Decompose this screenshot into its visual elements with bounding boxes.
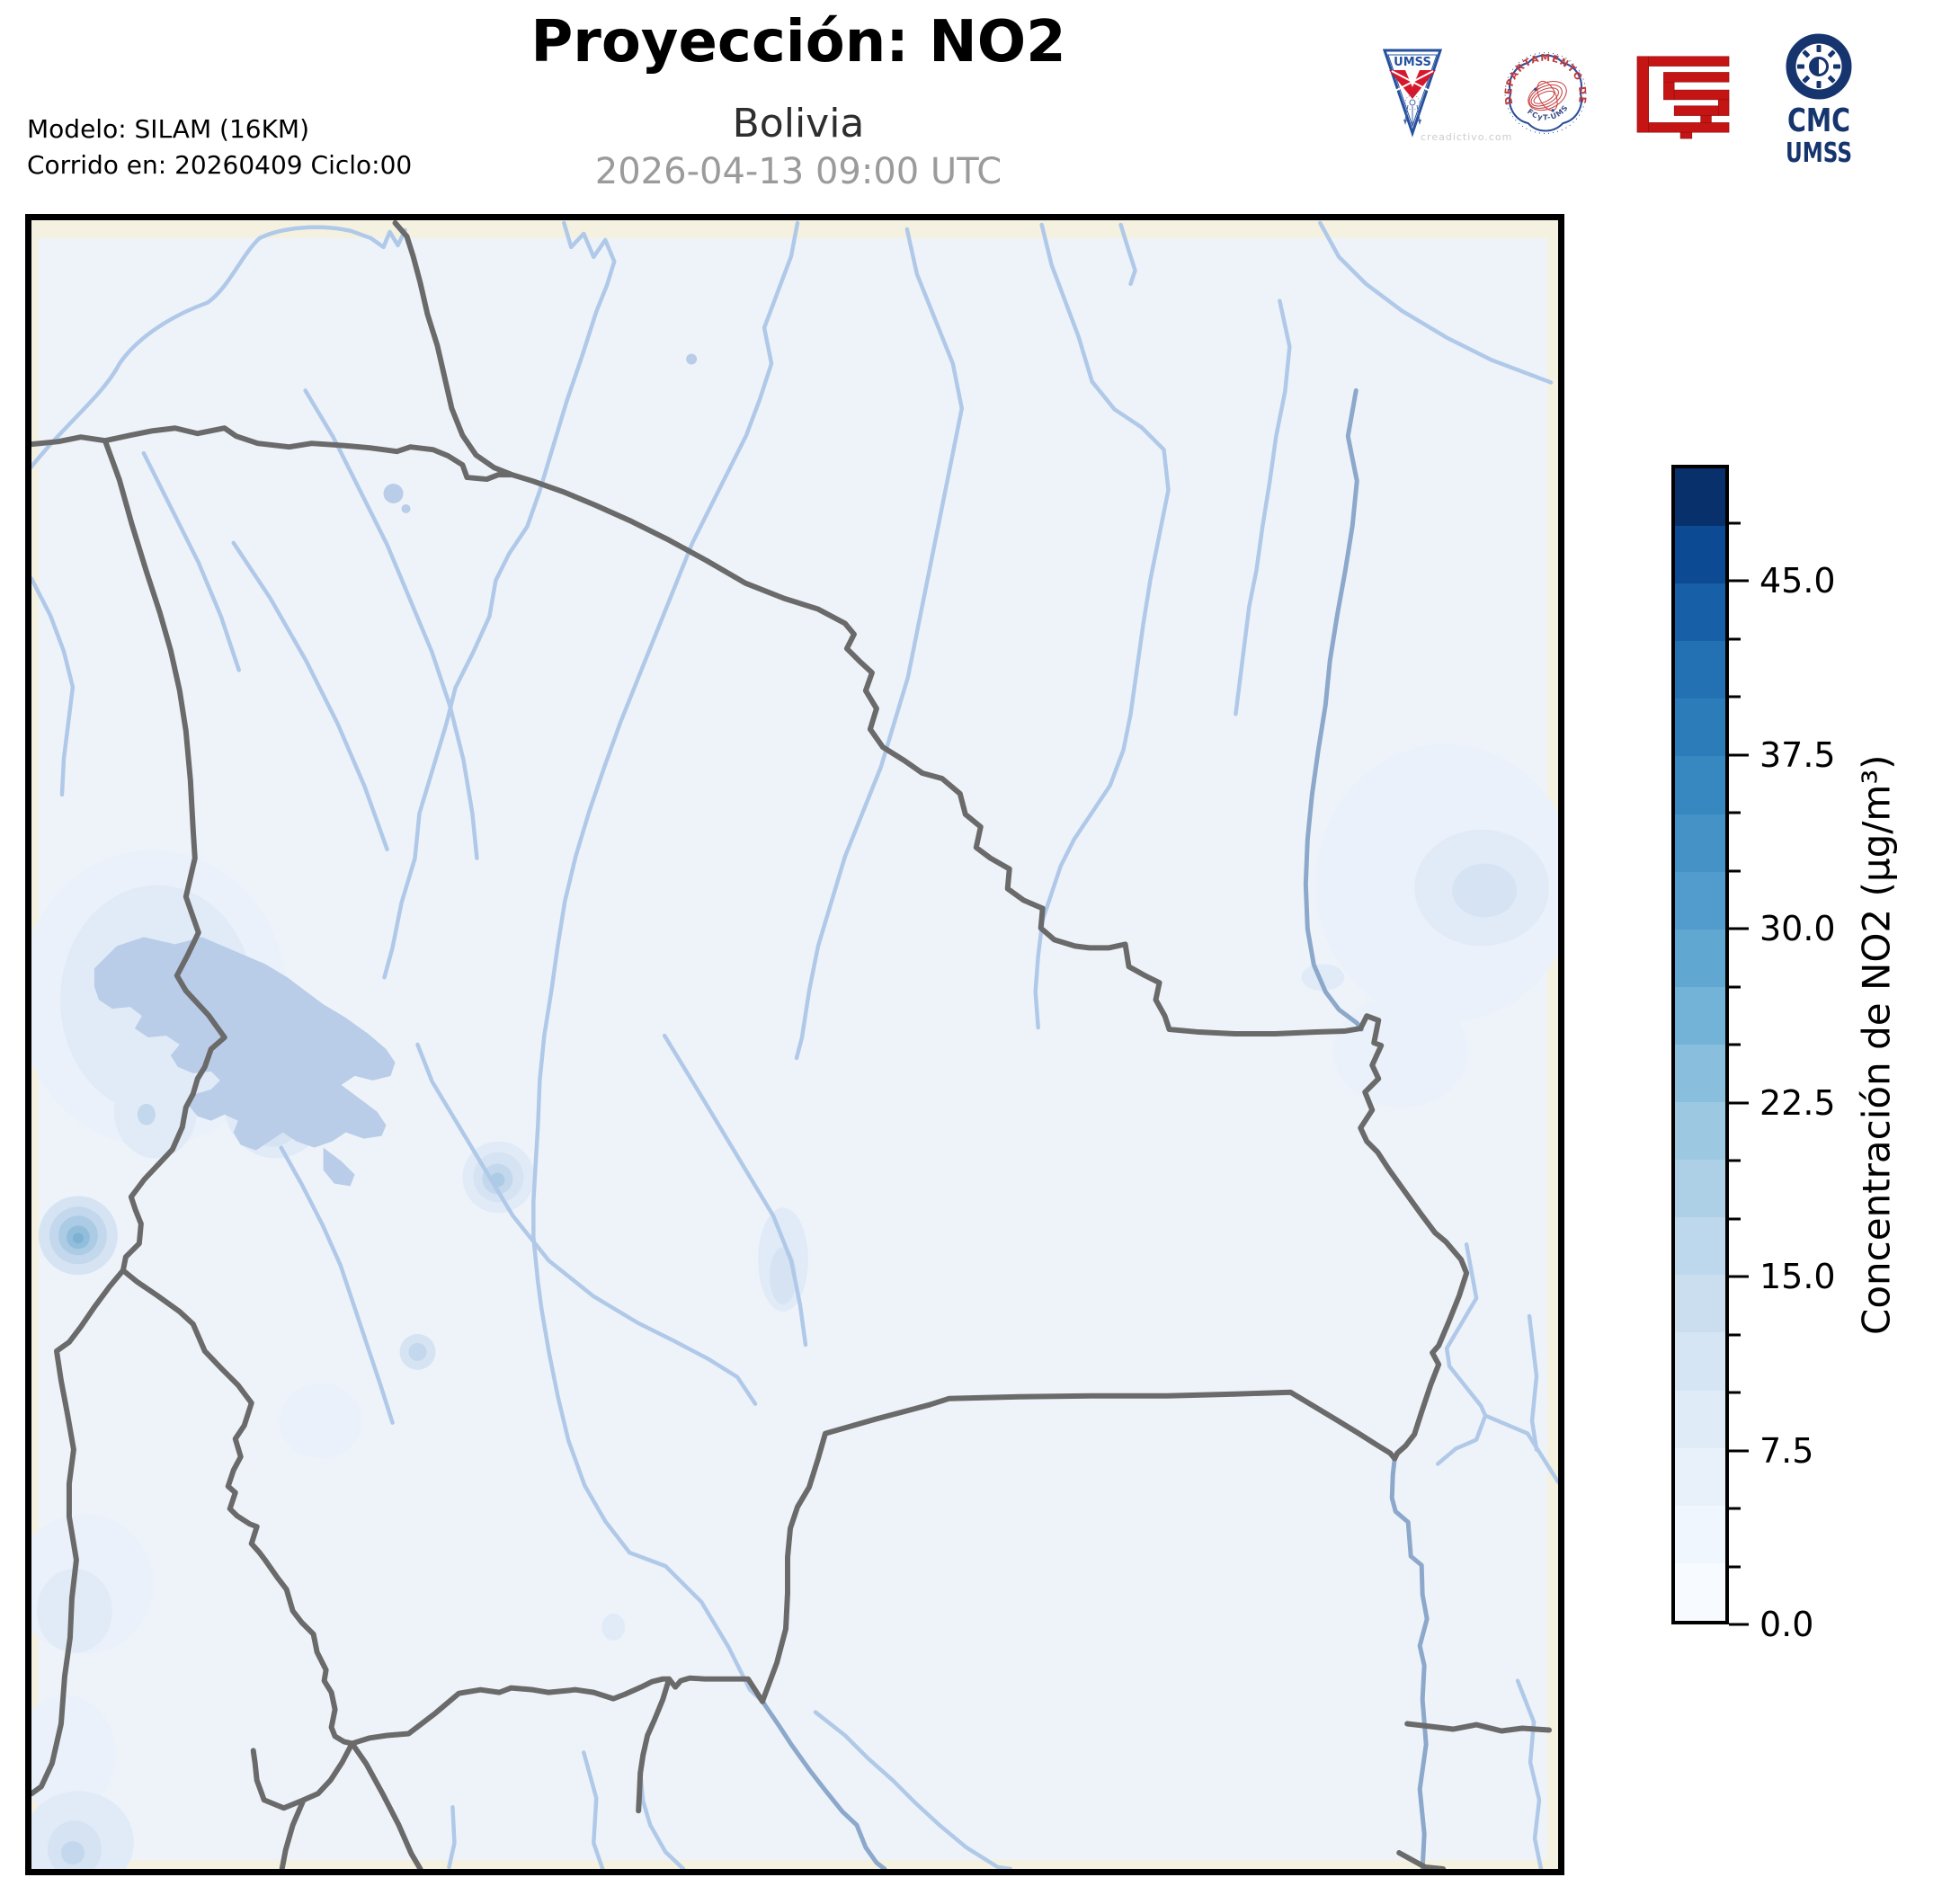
colorbar-segment [1675, 1505, 1725, 1563]
colorbar-segment [1675, 1390, 1725, 1448]
model-name: Modelo: SILAM (16KM) [27, 114, 310, 144]
colorbar-segment [1675, 871, 1725, 930]
colorbar [1671, 465, 1729, 1624]
bolivia-map-canvas [31, 220, 1558, 1869]
colorbar-axis-label: Concentración de NO2 (µg/m³) [1854, 754, 1899, 1335]
colorbar-major-tick [1729, 1275, 1749, 1278]
argentina-paraguay-border [636, 1676, 673, 1814]
fcyt-logo [1635, 49, 1732, 144]
argentina-border [349, 1675, 766, 1747]
colorbar-minor-tick [1729, 1217, 1741, 1220]
colorbar-segment [1675, 1044, 1725, 1103]
colorbar-segment [1675, 814, 1725, 872]
colorbar-major-tick [1729, 1449, 1749, 1452]
colorbar-segment [1675, 1447, 1725, 1506]
peru-chile-border [31, 438, 227, 1797]
umss-pennant-logo: UMSS [1381, 47, 1444, 176]
colorbar-minor-tick [1729, 985, 1741, 988]
fisica-seal-icon: DEPARTAMENTO DE FÍSICA FCyT-UMSS [1495, 34, 1588, 134]
colorbar-segment [1675, 526, 1725, 584]
model-info: Modelo: SILAM (16KM) Corrido en: 2026040… [27, 111, 412, 183]
colorbar-segment [1675, 583, 1725, 642]
colorbar-segment [1675, 1562, 1725, 1621]
model-run: Corrido en: 20260409 Ciclo:00 [27, 150, 413, 180]
colorbar-major-tick [1729, 753, 1749, 756]
colorbar-segment [1675, 698, 1725, 757]
colorbar-tick-label: 15.0 [1759, 1257, 1836, 1296]
colorbar-segment [1675, 641, 1725, 699]
colorbar-minor-tick [1729, 1391, 1741, 1394]
colorbar-minor-tick [1729, 695, 1741, 698]
colorbar-tick-label: 37.5 [1759, 734, 1836, 775]
colorbar-minor-tick [1729, 1159, 1741, 1162]
map-panel [25, 214, 1564, 1875]
peru-brazil-border [31, 425, 515, 483]
colorbar-minor-tick [1729, 811, 1741, 814]
fcyt-red-icon [1636, 56, 1730, 139]
colorbar-segment [1675, 1160, 1725, 1218]
lake-titicaca [94, 353, 698, 1187]
paraguay-brazil-border [1404, 1721, 1553, 1734]
colorbar-major-tick [1729, 579, 1749, 583]
colorbar-segment [1675, 756, 1725, 814]
colorbar-minor-tick [1729, 1333, 1741, 1336]
colorbar-minor-tick [1729, 1507, 1741, 1510]
colorbar-segment [1675, 1332, 1725, 1391]
colorbar-tick-label: 22.5 [1759, 1082, 1836, 1123]
cmc-umss-logo: CMC UMSS [1778, 31, 1859, 169]
forecast-datetime: 2026-04-13 09:00 UTC [594, 151, 1002, 192]
chile-bolivia-border [120, 1268, 355, 1747]
colorbar-segment [1675, 929, 1725, 987]
colorbar-minor-tick [1729, 521, 1741, 524]
colorbar-minor-tick [1729, 1565, 1741, 1568]
umss-pennant-icon: UMSS [1382, 49, 1443, 138]
colorbar-segment [1675, 1102, 1725, 1161]
svg-text:CMC: CMC [1787, 102, 1850, 139]
colorbar-tick-label: 30.0 [1759, 909, 1836, 948]
svg-text:UMSS: UMSS [1394, 56, 1431, 69]
colorbar-segment [1675, 986, 1725, 1045]
colorbar-segment [1675, 1217, 1725, 1276]
cmc-umss-icon: CMC UMSS [1786, 33, 1852, 169]
paraguay-border [760, 1389, 1398, 1704]
colorbar-major-tick [1729, 1623, 1749, 1626]
colorbar-minor-tick [1729, 869, 1741, 872]
colorbar-minor-tick [1729, 1043, 1741, 1046]
colorbar-tick-label: 7.5 [1759, 1430, 1814, 1471]
colorbar-minor-tick [1729, 637, 1741, 640]
brazil-border [392, 220, 1470, 1462]
watermark-text: creadictivo.com [1421, 131, 1513, 143]
fisica-seal-logo: DEPARTAMENTO DE FÍSICA FCyT-UMSS [1495, 34, 1591, 146]
svg-text:UMSS: UMSS [1786, 138, 1852, 165]
colorbar-segment [1675, 1275, 1725, 1333]
page-title: Proyección: NO2 [530, 9, 1066, 76]
colorbar-tick-label: 0.0 [1759, 1605, 1814, 1644]
colorbar-segment [1675, 468, 1725, 527]
page-subtitle: Bolivia [732, 101, 865, 147]
country-borders [31, 220, 1553, 1869]
colorbar-major-tick [1729, 1101, 1749, 1104]
rivers [31, 220, 1558, 1869]
colorbar-major-tick [1729, 927, 1749, 930]
colorbar-tick-label: 45.0 [1759, 561, 1836, 601]
